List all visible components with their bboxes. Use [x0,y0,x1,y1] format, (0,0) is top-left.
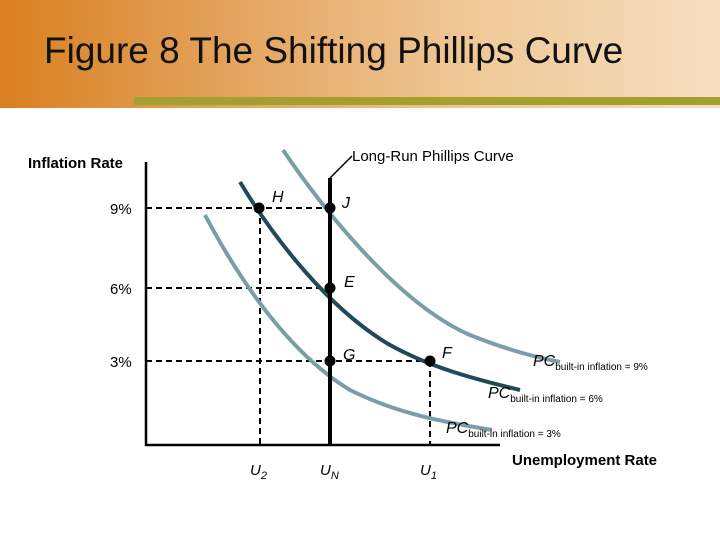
point-h-label: H [272,189,284,206]
point-f-label: F [442,345,453,362]
point-e-label: E [344,274,355,291]
point-e [324,282,336,294]
slide-title: Figure 8 The Shifting Phillips Curve [44,30,624,71]
point-j-label: J [341,195,351,212]
x-tick-u1: U1 [420,462,437,482]
pc-curve-9 [281,148,561,364]
pc-label-6: PCbuilt-in inflation = 6% [488,385,603,405]
x-tick-u2: U2 [250,462,267,482]
y-tick-9: 9% [110,201,132,218]
x-axis-label: Unemployment Rate [512,452,657,469]
pc-label-9: PCbuilt-in inflation = 9% [533,353,648,373]
pc-curve-3 [203,214,493,432]
point-g-label: G [343,347,355,364]
pc-label-3: PCbuilt-in inflation = 3% [446,420,561,440]
point-g [324,355,336,367]
point-j [324,202,336,214]
y-axis-label: Inflation Rate [28,155,123,172]
y-tick-3: 3% [110,354,132,371]
point-h [253,202,265,214]
x-tick-un: UN [320,462,339,482]
title-banner [0,0,720,108]
lrpc-label: Long-Run Phillips Curve [352,148,514,165]
y-tick-6: 6% [110,281,132,298]
accent-bar [134,97,720,105]
point-f [424,355,436,367]
pc-curve-6 [238,180,521,392]
lrpc-label-leader [329,155,353,179]
